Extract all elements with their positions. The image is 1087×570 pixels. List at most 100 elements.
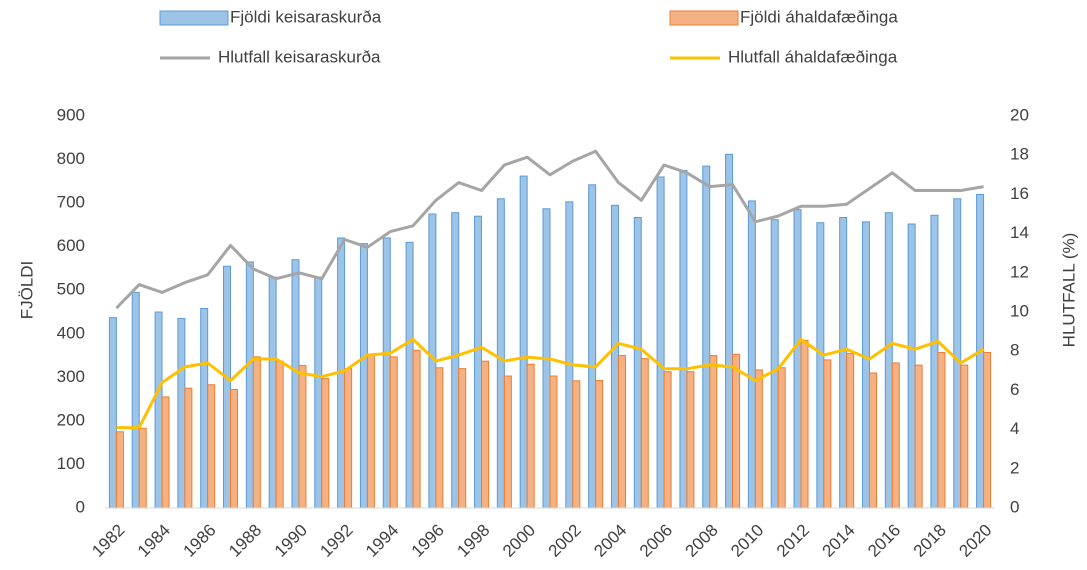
y-axis-title: FJÖLDI [17, 261, 36, 320]
bar [268, 276, 277, 509]
bar [366, 355, 375, 509]
bar [275, 360, 284, 509]
x-tick-label: 2006 [636, 521, 676, 561]
x-tick-label: 1994 [362, 521, 402, 561]
bar [725, 153, 734, 509]
y-tick-label: 500 [57, 280, 85, 299]
bar [565, 201, 574, 509]
x-tick-label: 1996 [408, 521, 448, 561]
y-tick-label: 700 [57, 193, 85, 212]
bar [496, 198, 505, 509]
bar [679, 169, 688, 509]
y2-tick-label: 16 [1010, 184, 1029, 203]
bar [640, 358, 649, 509]
bar [389, 356, 398, 509]
bar [595, 379, 604, 509]
y2-tick-label: 10 [1010, 301, 1029, 320]
x-tick-label: 2010 [727, 521, 767, 561]
bar [846, 352, 855, 509]
x-tick-label: 1982 [88, 521, 128, 561]
x-tick-label: 1998 [453, 521, 493, 561]
bar [891, 362, 900, 509]
y2-tick-label: 18 [1010, 145, 1029, 164]
bar [252, 356, 261, 509]
y2-tick-label: 4 [1010, 419, 1019, 438]
bar [839, 216, 848, 509]
x-tick-label: 2012 [773, 521, 813, 561]
line [115, 149, 984, 310]
bar [937, 352, 946, 509]
bar [200, 308, 209, 509]
legend-label: Hlutfall áhaldafæðinga [728, 47, 898, 66]
bar [793, 209, 802, 509]
bar [161, 396, 170, 509]
x-tick-label: 2020 [955, 521, 995, 561]
y-tick-label: 300 [57, 367, 85, 386]
bar [405, 241, 414, 509]
bar [382, 237, 391, 509]
x-tick-label: 1984 [134, 521, 174, 561]
bar [177, 318, 186, 509]
y2-tick-label: 12 [1010, 262, 1029, 281]
bar [754, 369, 763, 509]
bar [291, 259, 300, 509]
bar [907, 223, 916, 509]
y-tick-label: 200 [57, 410, 85, 429]
bar [686, 371, 695, 509]
y2-axis-title: HLUTFALL (%) [1059, 233, 1078, 348]
bar [154, 311, 163, 509]
bar [549, 375, 558, 509]
y-tick-label: 900 [57, 105, 85, 124]
bar [474, 215, 483, 509]
bar [868, 372, 877, 509]
bar [816, 222, 825, 509]
bar [321, 378, 330, 509]
bar [588, 184, 597, 509]
bar [663, 371, 672, 509]
bar [914, 364, 923, 509]
bar [610, 204, 619, 509]
legend-swatch [159, 10, 229, 26]
x-tick-label: 2018 [910, 521, 950, 561]
bar [747, 200, 756, 509]
x-tick-label: 2000 [499, 521, 539, 561]
y-tick-label: 800 [57, 149, 85, 168]
bar [770, 219, 779, 509]
bar [526, 363, 535, 509]
bar [709, 355, 718, 509]
x-tick-label: 2004 [590, 521, 630, 561]
bar [230, 389, 239, 509]
legend-swatch [669, 10, 739, 26]
x-tick-label: 1990 [271, 521, 311, 561]
y2-tick-label: 2 [1010, 458, 1019, 477]
line [116, 337, 985, 430]
y2-tick-label: 8 [1010, 341, 1019, 360]
x-tick-label: 2002 [545, 521, 585, 561]
x-tick-label: 1988 [225, 521, 265, 561]
bar [861, 221, 870, 509]
bar [108, 317, 117, 509]
legend-label: Fjöldi keisaraskurða [230, 7, 382, 26]
bar [519, 175, 528, 509]
bar [435, 367, 444, 509]
bar [983, 352, 992, 509]
bar [207, 384, 216, 509]
bar [656, 176, 665, 509]
y-tick-label: 400 [57, 323, 85, 342]
bar [298, 365, 307, 509]
x-tick-label: 2008 [682, 521, 722, 561]
bar [115, 431, 124, 509]
y2-tick-label: 0 [1010, 497, 1019, 516]
bar [823, 359, 832, 509]
bar [223, 265, 232, 509]
bar [344, 368, 353, 509]
bar [572, 380, 581, 509]
bar [953, 198, 962, 509]
bar [633, 216, 642, 509]
y2-tick-label: 20 [1010, 105, 1029, 124]
bar [930, 214, 939, 509]
bar [314, 276, 323, 509]
bar [138, 427, 147, 509]
y2-tick-label: 6 [1010, 380, 1019, 399]
